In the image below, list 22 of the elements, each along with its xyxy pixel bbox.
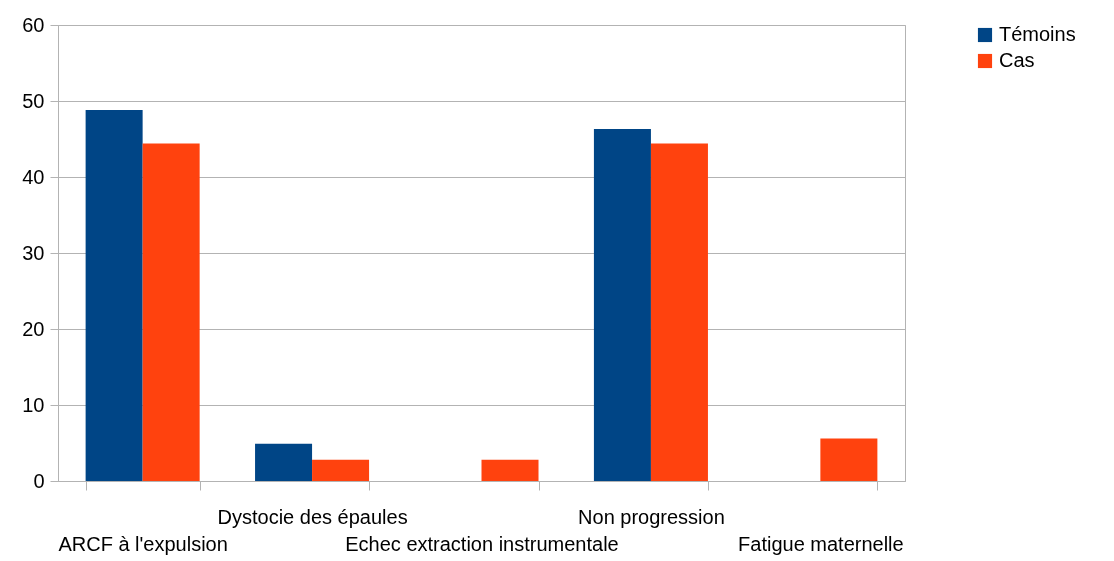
y-tick-label: 20 bbox=[22, 317, 45, 340]
bar bbox=[142, 143, 200, 481]
legend-label: Cas bbox=[999, 49, 1035, 71]
bar bbox=[255, 443, 313, 481]
y-tick-label: 40 bbox=[22, 165, 45, 188]
x-tick-label: ARCF à l'expulsion bbox=[58, 532, 228, 555]
x-tick-label: Non progression bbox=[578, 505, 725, 528]
y-tick-label: 60 bbox=[22, 13, 45, 36]
y-tick-label: 0 bbox=[33, 469, 45, 492]
x-tick-label: Echec extraction instrumentale bbox=[345, 532, 619, 555]
x-tick-label: Fatigue maternelle bbox=[738, 532, 904, 555]
bar bbox=[85, 110, 143, 481]
bar bbox=[650, 143, 708, 481]
y-tick-label: 50 bbox=[22, 89, 45, 112]
x-tick-label: Dystocie des épaules bbox=[217, 505, 408, 528]
bar bbox=[593, 129, 651, 481]
y-tick-label: 30 bbox=[22, 241, 45, 264]
y-tick-label: 10 bbox=[22, 393, 45, 416]
bar bbox=[481, 459, 539, 481]
legend-label: Témoins bbox=[999, 23, 1076, 45]
bar bbox=[820, 438, 878, 481]
bar bbox=[312, 459, 370, 481]
